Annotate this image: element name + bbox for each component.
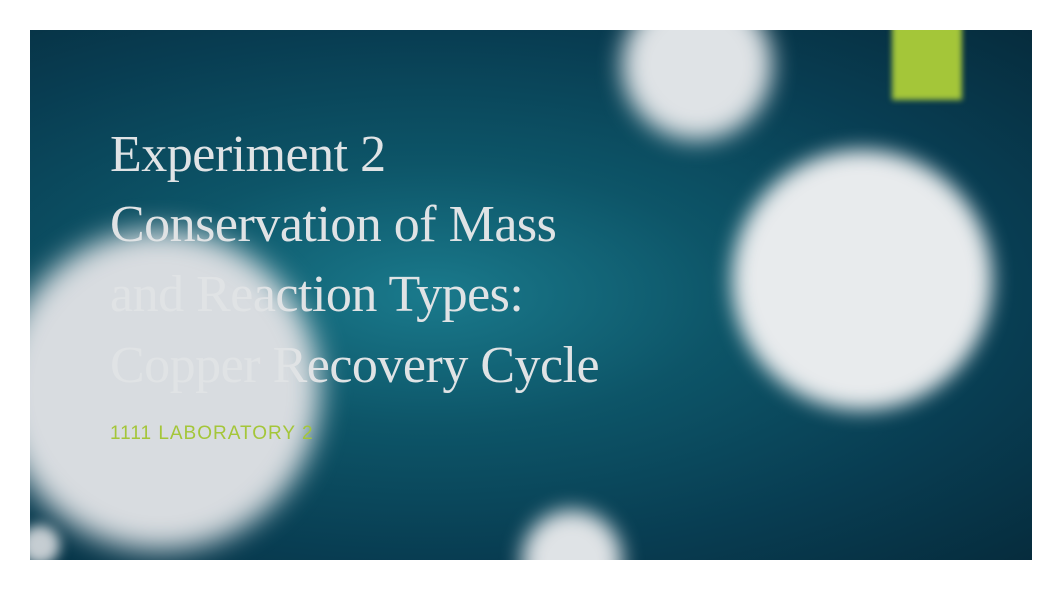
decorative-circle xyxy=(622,30,772,140)
slide-title: Experiment 2 Conservation of Mass and Re… xyxy=(110,120,599,401)
decorative-circle xyxy=(732,150,992,410)
decorative-circle xyxy=(30,525,60,560)
slide-subtitle: 1111 LABORATORY 2 xyxy=(110,423,599,445)
accent-tab xyxy=(892,30,962,100)
slide-background: Experiment 2 Conservation of Mass and Re… xyxy=(30,30,1032,560)
slide-content: Experiment 2 Conservation of Mass and Re… xyxy=(110,120,599,445)
title-line: Conservation of Mass xyxy=(110,190,599,260)
title-line: and Reaction Types: xyxy=(110,260,599,330)
decorative-circle xyxy=(522,510,622,560)
title-line: Copper Recovery Cycle xyxy=(110,331,599,401)
title-line: Experiment 2 xyxy=(110,120,599,190)
